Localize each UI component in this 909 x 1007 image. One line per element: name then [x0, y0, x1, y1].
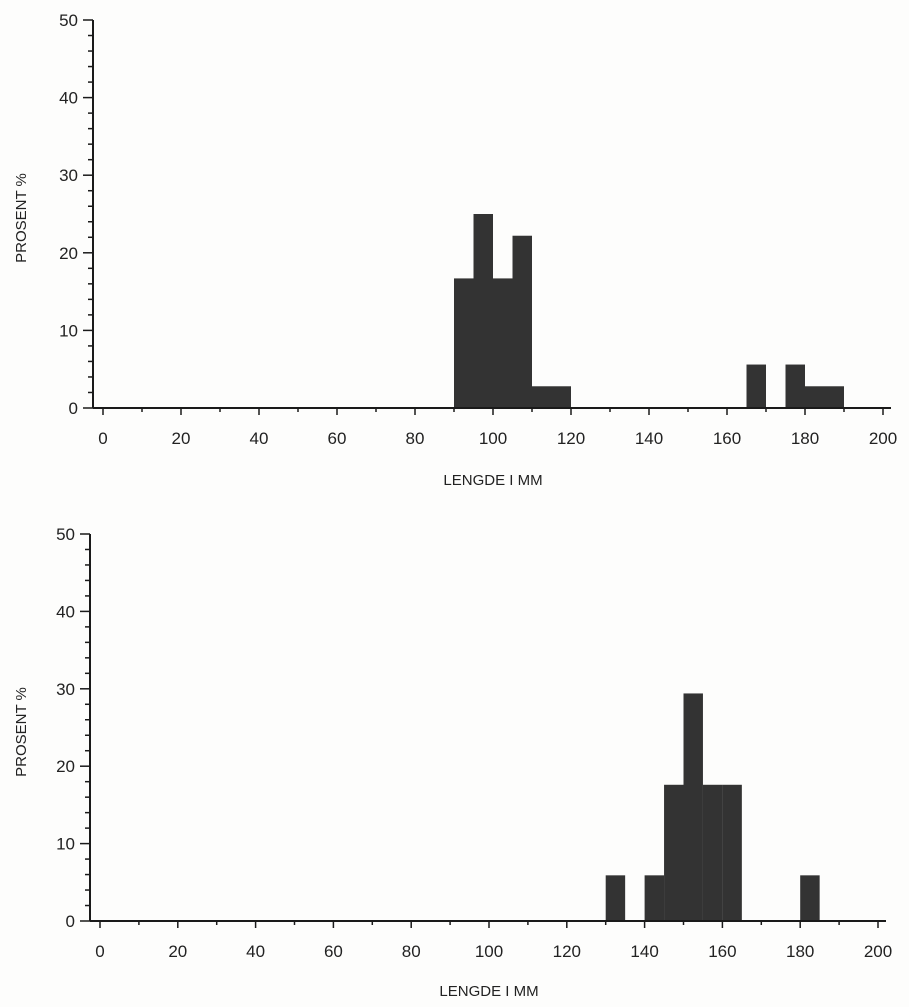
y-tick-label: 30 — [59, 166, 78, 185]
x-tick-label: 200 — [869, 429, 897, 448]
x-tick-label: 0 — [95, 942, 104, 961]
x-tick-label: 40 — [250, 429, 269, 448]
histogram-bar — [512, 235, 532, 408]
histogram-bar — [800, 875, 820, 921]
y-tick-label: 20 — [56, 757, 75, 776]
x-axis-title: LENGDE I MM — [443, 472, 542, 489]
histogram-bar — [746, 364, 766, 408]
y-tick-label: 10 — [56, 835, 75, 854]
y-tick-label: 30 — [56, 680, 75, 699]
x-tick-label: 80 — [402, 942, 421, 961]
x-tick-label: 120 — [557, 429, 585, 448]
y-tick-label: 50 — [56, 525, 75, 544]
histogram-bar — [664, 784, 684, 921]
x-tick-label: 80 — [406, 429, 425, 448]
y-tick-label: 0 — [69, 399, 78, 418]
histogram-bar — [605, 875, 626, 921]
x-tick-label: 200 — [864, 942, 892, 961]
histogram-bar — [805, 386, 825, 408]
histogram-bar — [785, 364, 805, 408]
histogram-bar — [532, 386, 552, 408]
x-tick-label: 140 — [635, 429, 663, 448]
x-tick-label: 20 — [172, 429, 191, 448]
x-tick-label: 60 — [328, 429, 347, 448]
histogram-bar — [722, 784, 742, 921]
histogram-top: 0 10 20 30 40 50 0 20 40 60 80 100 120 140 160 180 200 LE… — [13, 11, 897, 489]
histogram-bar — [473, 214, 493, 408]
y-tick-label: 40 — [59, 89, 78, 108]
histogram-bar — [493, 278, 513, 408]
x-tick-label: 0 — [98, 429, 107, 448]
histogram-bar — [683, 693, 703, 921]
y-tick-label: 50 — [59, 11, 78, 30]
x-tick-label: 100 — [475, 942, 503, 961]
x-tick-label: 180 — [786, 942, 814, 961]
histogram-bar — [702, 784, 723, 921]
x-tick-label: 180 — [791, 429, 819, 448]
histogram-bar — [454, 278, 474, 408]
histogram-bar — [644, 875, 665, 921]
y-tick-label: 40 — [56, 602, 75, 621]
x-tick-label: 100 — [479, 429, 507, 448]
y-tick-label: 20 — [59, 244, 78, 263]
y-axis-title: PROSENT % — [13, 687, 30, 777]
x-tick-label: 120 — [553, 942, 581, 961]
x-tick-label: 160 — [708, 942, 736, 961]
x-axis-title: LENGDE I MM — [439, 983, 538, 1000]
x-tick-label: 140 — [630, 942, 658, 961]
histogram-bottom: 0 10 20 30 40 50 0 20 40 60 80 100 120 140 160 180 200 LE… — [13, 525, 892, 1000]
x-tick-label: 160 — [713, 429, 741, 448]
x-tick-label: 40 — [246, 942, 265, 961]
x-tick-label: 60 — [324, 942, 343, 961]
y-axis-title: PROSENT % — [13, 173, 30, 263]
y-tick-label: 0 — [66, 912, 75, 931]
y-tick-label: 10 — [59, 321, 78, 340]
histogram-bar — [824, 386, 844, 408]
x-tick-label: 20 — [168, 942, 187, 961]
histogram-bar — [551, 386, 571, 408]
